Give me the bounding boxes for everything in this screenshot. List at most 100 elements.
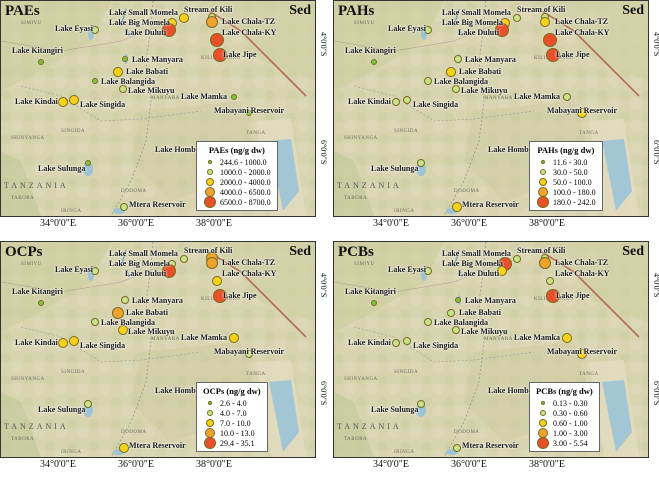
site-marker [69,336,79,346]
site-marker [91,26,99,34]
site-label: Lake Manyara [465,296,516,305]
panel-tag: Sed [289,244,311,259]
site-label: Mabayani Reservoir [214,106,284,115]
site-marker [577,108,587,118]
site-label: Lake Balangida [434,318,489,327]
y-tick-label: 4°0'0"S [319,273,328,298]
legend-swatch [540,169,546,175]
site-label: Lake Chala-TZ [222,17,276,26]
legend-swatch [541,401,545,405]
legend-swatch [208,160,212,164]
site-marker [85,160,91,166]
legend-label: 7.0 - 10.0 [220,418,251,428]
site-label: Lake Chala-TZ [555,258,609,267]
site-marker [513,255,521,263]
panel-title: PAEs [5,3,40,19]
legend-entry: 7.0 - 10.0 [203,418,261,428]
site-marker [392,98,400,106]
site-label: Lake Kindai [348,97,391,106]
site-label: Lake Jipe [556,50,590,59]
legend-entry: 1000.0 - 2000.0 [203,167,271,177]
site-marker [179,13,189,23]
x-tick-label: 36°0'0"E [118,218,154,229]
region-label: MANYARA [151,337,180,342]
site-label: Lake Mamka [514,92,560,101]
site-marker [229,333,239,343]
site-marker [454,55,462,63]
legend-entry: 6500.0 - 8700.0 [203,196,271,208]
legend-entry: 0.13 - 0.30 [536,398,593,408]
site-label: Lake Jipe [556,291,590,300]
panel-tag: Sed [622,244,644,259]
site-label: Lake Duluti [458,269,500,278]
site-marker [539,257,551,269]
site-label: Lake Sulunga [371,405,419,414]
site-marker [231,94,237,100]
legend-swatch [539,178,547,186]
site-label: Lake Hombolo [488,386,539,395]
site-marker [213,289,227,303]
site-label: Lake Eyasi [55,265,94,274]
site-label: Lake Singida [80,100,126,109]
region-label: TANGA [579,131,599,136]
legend-swatch [204,437,216,449]
region-label: IRINGA [394,450,415,455]
y-tick-label: 6°0'0"S [319,381,328,406]
site-label: Stream of Kili [517,246,566,255]
region-label: TANGA [246,372,266,377]
legend-title: OCPs (ng/g dw) [203,386,261,396]
region-label: IRINGA [61,450,82,455]
site-marker [92,78,98,84]
site-marker [495,23,509,37]
map-basemap [334,242,648,457]
legend-label: 4000.0 - 6500.0 [220,187,271,197]
site-label: Lake Chala-KY [555,269,610,278]
legend-entry: 30.0 - 50.0 [536,167,596,177]
site-label: Lake Duluti [125,269,167,278]
region-label: SIMIYU [21,21,42,26]
site-marker [120,203,128,211]
x-tick-label: 38°0'0"E [196,218,232,229]
site-label: Mtera Reservoir [462,441,519,450]
region-label: DODOMA [454,189,480,194]
legend-label: 50.0 - 100.0 [553,177,592,187]
legend-swatch [208,401,212,405]
x-tick-label: 38°0'0"E [196,459,232,470]
country-label: TANZANIA [4,181,69,190]
legend-swatch [206,178,214,186]
site-marker [424,26,432,34]
panel-title: PCBs [338,244,374,260]
panel-tag: Sed [622,3,644,18]
site-label: Lake Sulunga [38,164,86,173]
site-label: Lake Chala-KY [555,28,610,37]
legend-swatch [537,437,549,449]
site-label: Lake Hombolo [155,386,206,395]
site-label: Mtera Reservoir [462,200,519,209]
site-marker [417,159,425,167]
region-label: IRINGA [61,209,82,214]
site-marker [424,77,432,85]
site-marker [563,93,571,101]
legend-label: 3.00 - 5.54 [553,438,588,448]
site-marker [112,307,124,319]
site-label: Lake Kitangiri [12,287,63,296]
x-tick-label: 36°0'0"E [118,459,154,470]
site-marker [513,14,521,22]
region-label: SINGIDA [394,370,419,375]
region-label: SHINYANGA [344,377,378,382]
site-marker [424,318,432,326]
site-label: Lake Kindai [15,338,58,347]
legend-label: 6500.0 - 8700.0 [220,197,271,207]
site-label: Lake Duluti [125,28,167,37]
site-label: Mabayani Reservoir [547,347,617,356]
legend-entry: 2000.0 - 4000.0 [203,177,271,187]
legend-label: 180.0 - 242.0 [553,197,596,207]
legend-label: 100.0 - 180.0 [553,187,596,197]
site-marker [452,202,462,212]
site-label: Lake Kitangiri [345,46,396,55]
legend-swatch [541,160,545,164]
site-marker [91,267,99,275]
site-marker [546,289,560,303]
site-marker [38,59,44,65]
site-marker [543,33,557,47]
